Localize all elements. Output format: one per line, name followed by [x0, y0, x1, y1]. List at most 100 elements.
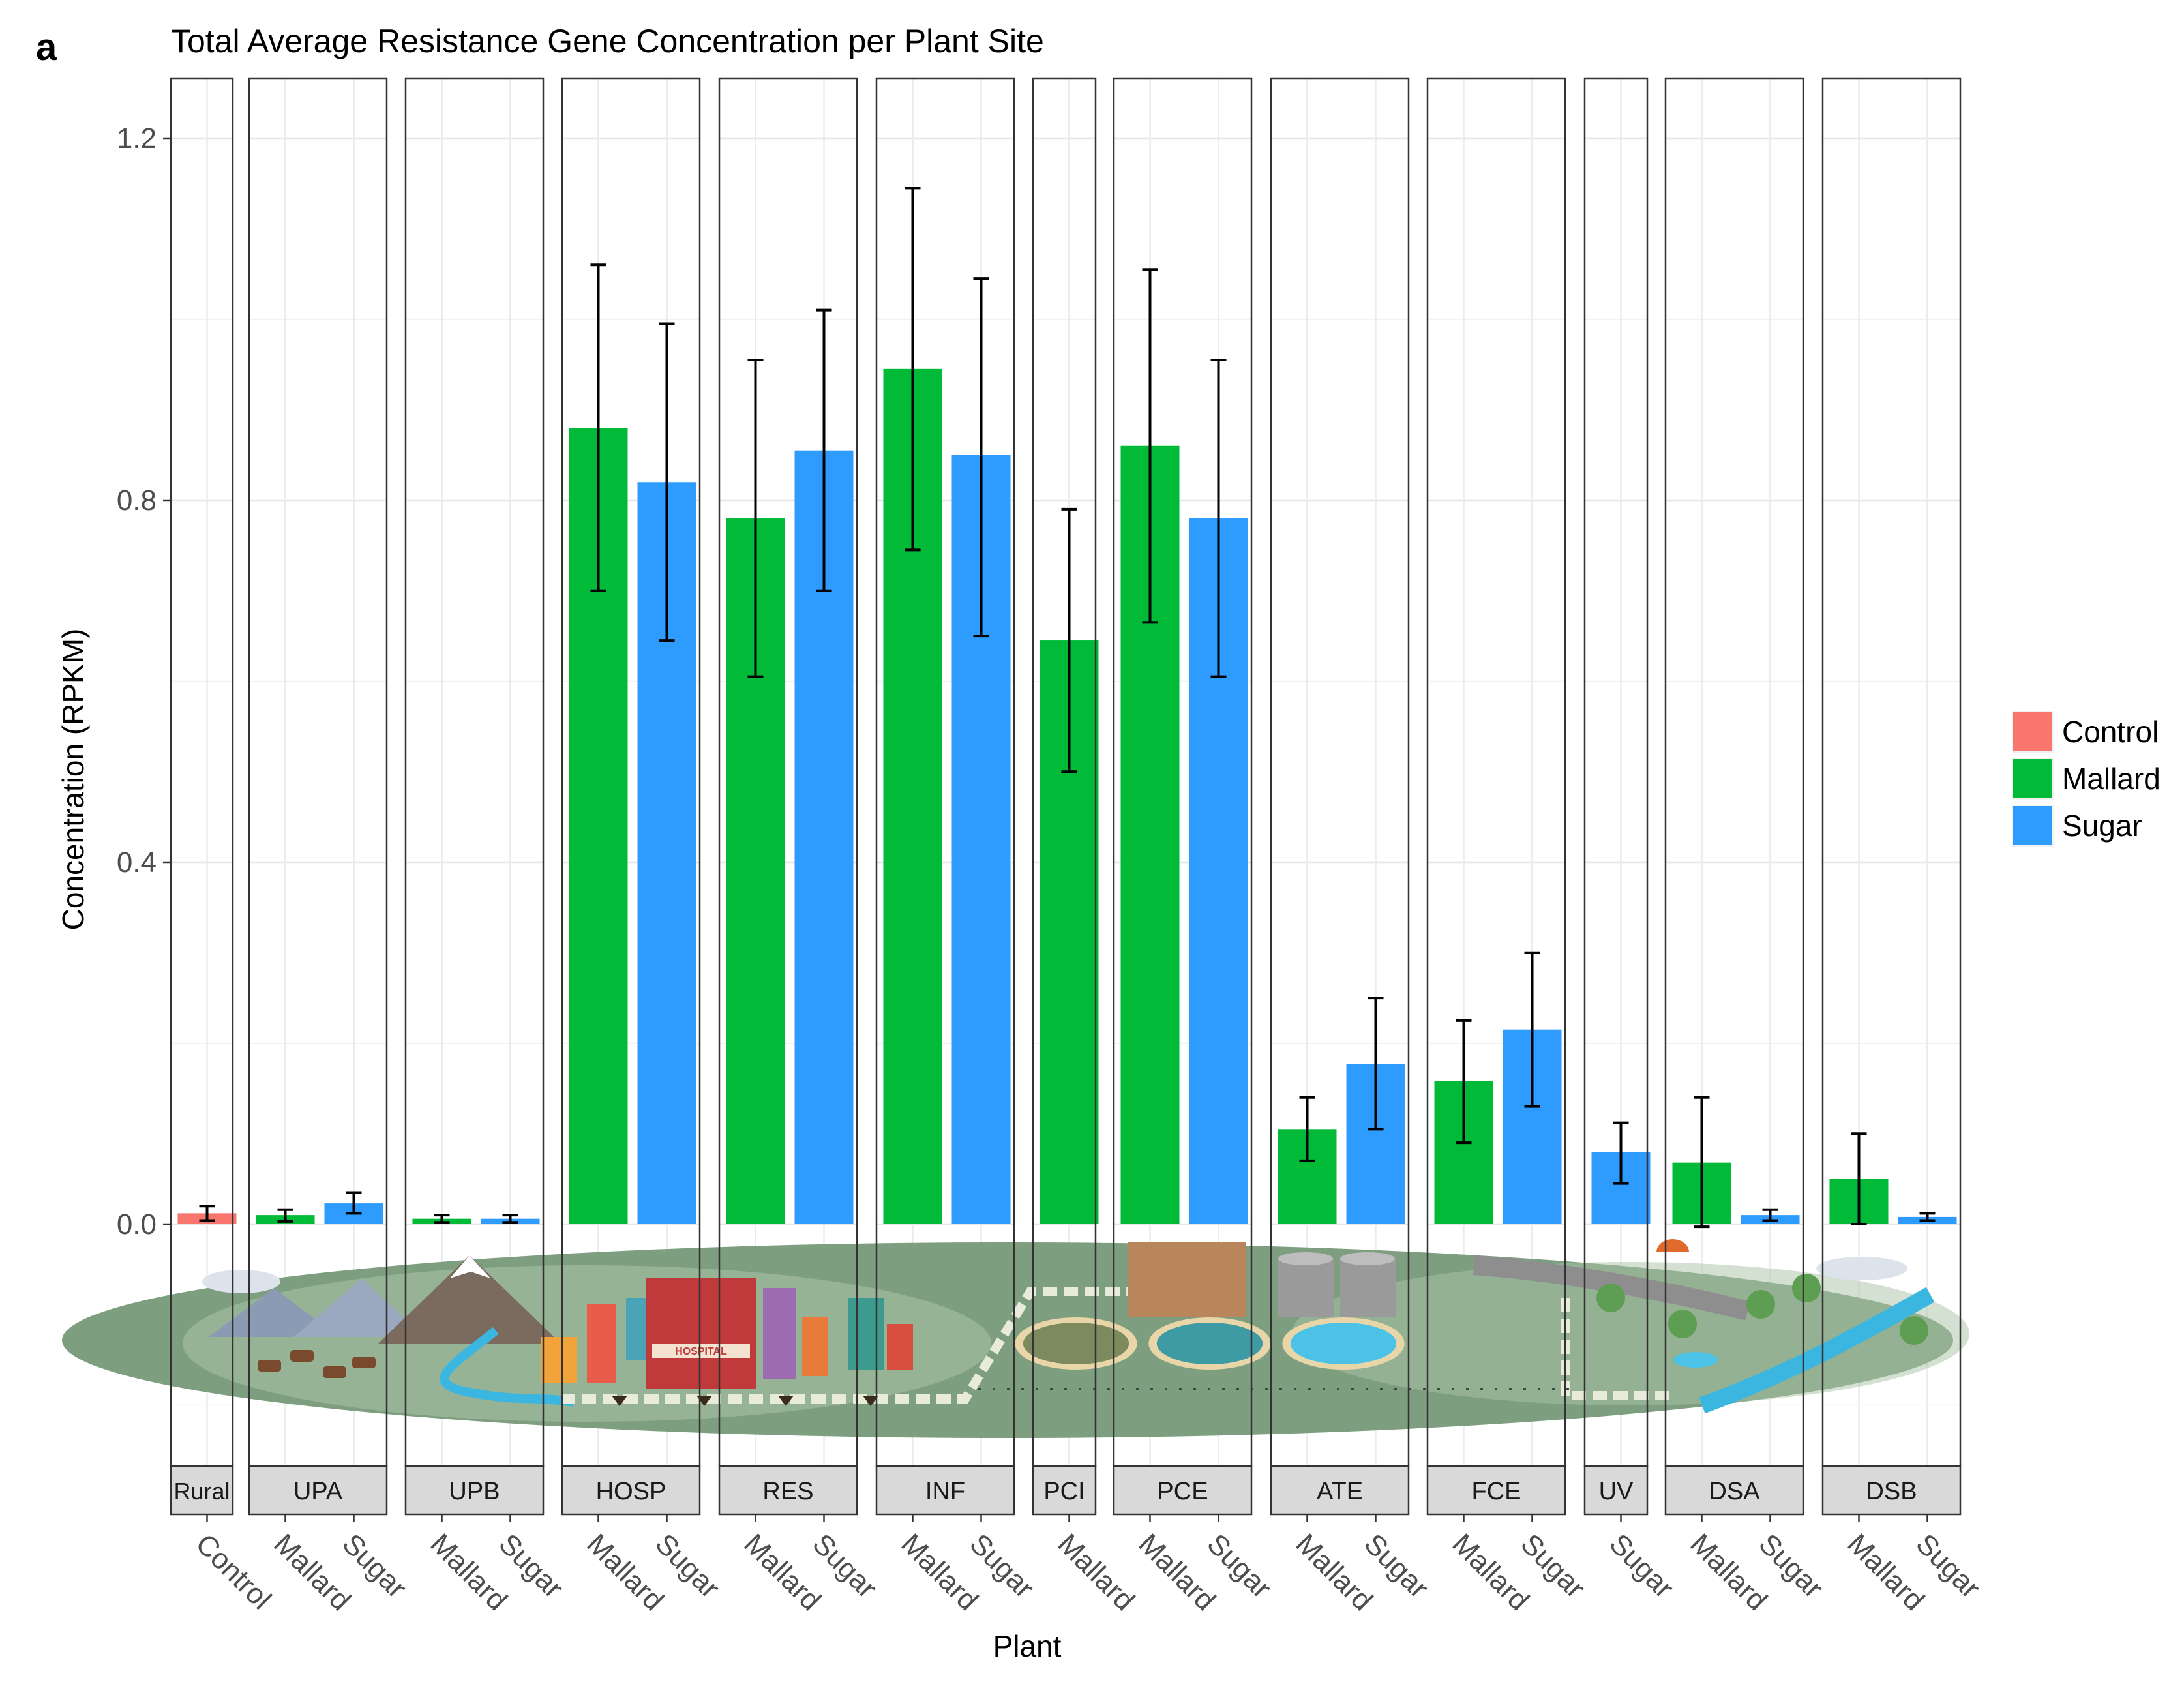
panel-background	[1271, 78, 1409, 1466]
facet-strip	[561, 1465, 701, 1516]
facet-strip	[1113, 1465, 1253, 1516]
facet-strip-label: HOSP	[596, 1478, 666, 1505]
facet-strip	[1426, 1465, 1566, 1516]
error-bars	[199, 187, 1936, 1229]
error-bar-upa-sugar	[346, 1191, 362, 1215]
facet-strip	[1664, 1465, 1804, 1516]
facet-strip	[875, 1465, 1015, 1516]
x-axis-title: Plant	[993, 1629, 1062, 1663]
hospital-sign	[652, 1344, 750, 1358]
cloud-icon	[1816, 1257, 1907, 1280]
facet-strip-label: INF	[925, 1478, 965, 1505]
y-tick-label: 0.4	[117, 847, 157, 879]
facet-strip	[1821, 1465, 1962, 1516]
house-icon	[587, 1304, 616, 1383]
mountain-icon	[378, 1255, 561, 1344]
house-icon	[802, 1317, 828, 1376]
snowcap-icon	[450, 1255, 490, 1278]
facet-strip	[170, 1465, 234, 1516]
panel-label: a	[36, 26, 57, 68]
error-bar-upb-mallard	[434, 1214, 450, 1224]
facet-strip-label: UPA	[293, 1478, 343, 1505]
panel-background	[406, 78, 543, 1466]
y-tick-label: 0.0	[117, 1209, 157, 1240]
cloud-icon	[202, 1270, 280, 1293]
facet-strip	[718, 1465, 858, 1516]
legend-swatch-control	[2013, 712, 2052, 751]
facet-strip-label: FCE	[1472, 1478, 1521, 1505]
tree-icon	[1900, 1316, 1928, 1345]
storage-tank-icon	[1340, 1259, 1396, 1317]
legend-swatch-mallard	[2013, 759, 2052, 798]
arrow-down-icon	[778, 1396, 794, 1406]
error-bar-dsa-mallard	[1694, 1096, 1710, 1229]
error-bar-hosp-mallard	[590, 263, 606, 592]
error-bar-inf-mallard	[905, 187, 921, 552]
facet-strip	[1270, 1465, 1410, 1516]
error-bar-res-sugar	[816, 308, 832, 592]
facet-strip-label: PCE	[1157, 1478, 1208, 1505]
facet-strip-label: PCI	[1043, 1478, 1085, 1505]
river-icon	[440, 1327, 575, 1407]
error-bar-res-mallard	[747, 358, 764, 678]
legend-swatch-sugar	[2013, 806, 2052, 845]
error-bar-rural-control	[199, 1205, 215, 1222]
hospital-sign-label: HOSPITAL	[675, 1346, 727, 1357]
error-bar-inf-sugar	[973, 277, 989, 638]
wastewater-illustration: HOSPITAL	[62, 1239, 1969, 1438]
cow-icon	[352, 1357, 376, 1368]
facet-strip-label: ATE	[1317, 1478, 1363, 1505]
storage-tank-top	[1278, 1252, 1333, 1265]
facet-strip	[1583, 1465, 1649, 1516]
house-icon	[848, 1298, 884, 1370]
arrow-down-icon	[612, 1396, 627, 1406]
facet-strip-label: DSB	[1866, 1478, 1917, 1505]
umbrella-icon	[1656, 1239, 1689, 1252]
stream-icon	[1699, 1287, 1935, 1414]
panel-background	[249, 78, 387, 1466]
facet-strip	[404, 1465, 545, 1516]
panel-background	[1428, 78, 1565, 1466]
error-bar-dsb-mallard	[1851, 1132, 1867, 1225]
error-bar-ate-mallard	[1299, 1096, 1315, 1162]
y-axis: 0.0 0.4 0.8 1.2	[117, 123, 171, 1240]
cow-icon	[290, 1350, 314, 1362]
fountain-icon	[1673, 1352, 1718, 1368]
error-bar-upa-mallard	[277, 1208, 293, 1223]
facet-strip	[1032, 1465, 1097, 1516]
house-icon	[541, 1337, 577, 1383]
error-bar-pce-sugar	[1210, 358, 1227, 678]
facet-strips: Rural UPA UPB HOSP RES INF PCI PCE ATE FCE UV DSA DS…	[170, 1465, 1962, 1516]
tree-icon	[1746, 1290, 1775, 1319]
bike-path-icon	[1473, 1255, 1750, 1321]
legend-label-mallard: Mallard	[2062, 762, 2161, 796]
error-bar-hosp-sugar	[659, 322, 675, 642]
facet-strip-label: DSA	[1709, 1478, 1760, 1505]
cow-icon	[258, 1360, 281, 1372]
error-bar-pci-mallard	[1061, 507, 1077, 773]
y-axis-title: Concentration (RPKM)	[56, 629, 90, 931]
legend: Control Mallard Sugar	[2012, 711, 2161, 847]
house-icon	[887, 1324, 913, 1370]
storage-tank-icon	[1278, 1259, 1334, 1317]
clarifier-tank-icon	[1023, 1323, 1129, 1364]
panel-background	[171, 78, 233, 1466]
y-tick-label: 1.2	[117, 123, 157, 155]
error-bar-uv-sugar	[1613, 1121, 1629, 1185]
mountain-icon	[209, 1288, 339, 1337]
legend-label-control: Control	[2062, 715, 2159, 749]
facet-strip-label: Rural	[173, 1478, 230, 1505]
error-bar-dsa-sugar	[1762, 1208, 1778, 1222]
facet-strip-label: RES	[762, 1478, 813, 1505]
facet-strip-label: UV	[1599, 1478, 1634, 1505]
house-icon	[763, 1288, 796, 1379]
cow-icon	[323, 1366, 346, 1378]
arrow-down-icon	[863, 1396, 878, 1406]
error-bar-fce-mallard	[1456, 1019, 1472, 1145]
legend-label-sugar: Sugar	[2062, 809, 2142, 843]
error-bar-upb-sugar	[502, 1214, 518, 1224]
error-bar-ate-sugar	[1368, 997, 1384, 1131]
facet-strip	[248, 1465, 388, 1516]
